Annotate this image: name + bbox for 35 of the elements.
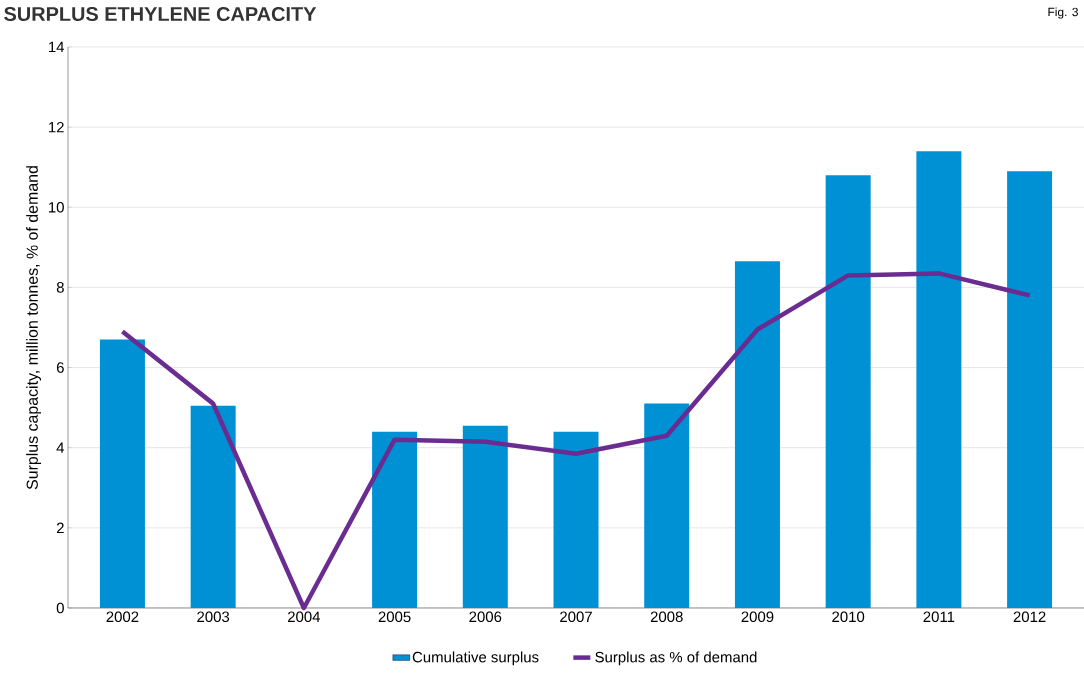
x-tick-label: 2010 bbox=[832, 611, 865, 623]
bar bbox=[99, 339, 145, 608]
y-tick-label: 2 bbox=[56, 522, 64, 534]
bar bbox=[916, 151, 962, 608]
bar bbox=[1007, 171, 1053, 608]
chart-title: SURPLUS ETHYLENE CAPACITY bbox=[4, 6, 317, 22]
legend-label: Surplus as % of demand bbox=[595, 651, 757, 666]
y-tick-label: 12 bbox=[49, 121, 64, 133]
bar bbox=[825, 175, 871, 608]
caption: Fig. 3 bbox=[1048, 7, 1078, 19]
x-tick-label: 2012 bbox=[1013, 611, 1046, 623]
y-tick-label: 10 bbox=[49, 201, 64, 213]
x-tick-label: 2009 bbox=[741, 611, 774, 623]
y-tick-label: 14 bbox=[49, 41, 65, 53]
x-tick-label: 2011 bbox=[923, 611, 955, 623]
line-series bbox=[120, 271, 1032, 611]
y-tick-label: 4 bbox=[56, 442, 65, 453]
x-tick-label: 2002 bbox=[106, 611, 139, 623]
x-tick-label: 2003 bbox=[197, 611, 230, 623]
y-axis-title: Surplus capacity, million tonnes, % of demand bbox=[26, 166, 42, 490]
legend-label: Cumulative surplus bbox=[412, 651, 539, 666]
x-tick-label: 2006 bbox=[469, 611, 502, 623]
x-tick-label: 2007 bbox=[560, 611, 592, 623]
x-tick-label: 2008 bbox=[650, 611, 683, 623]
y-tick-label: 8 bbox=[56, 282, 64, 293]
x-tick-label: 2004 bbox=[288, 611, 321, 623]
x-tick-label: 2005 bbox=[378, 611, 411, 623]
y-tick-label: 6 bbox=[56, 362, 64, 373]
y-tick-label: 0 bbox=[56, 602, 64, 614]
bar bbox=[372, 431, 418, 608]
bar bbox=[190, 405, 236, 608]
bar bbox=[553, 431, 599, 608]
bar bbox=[644, 403, 690, 608]
bar bbox=[734, 261, 780, 608]
bar bbox=[462, 425, 508, 608]
